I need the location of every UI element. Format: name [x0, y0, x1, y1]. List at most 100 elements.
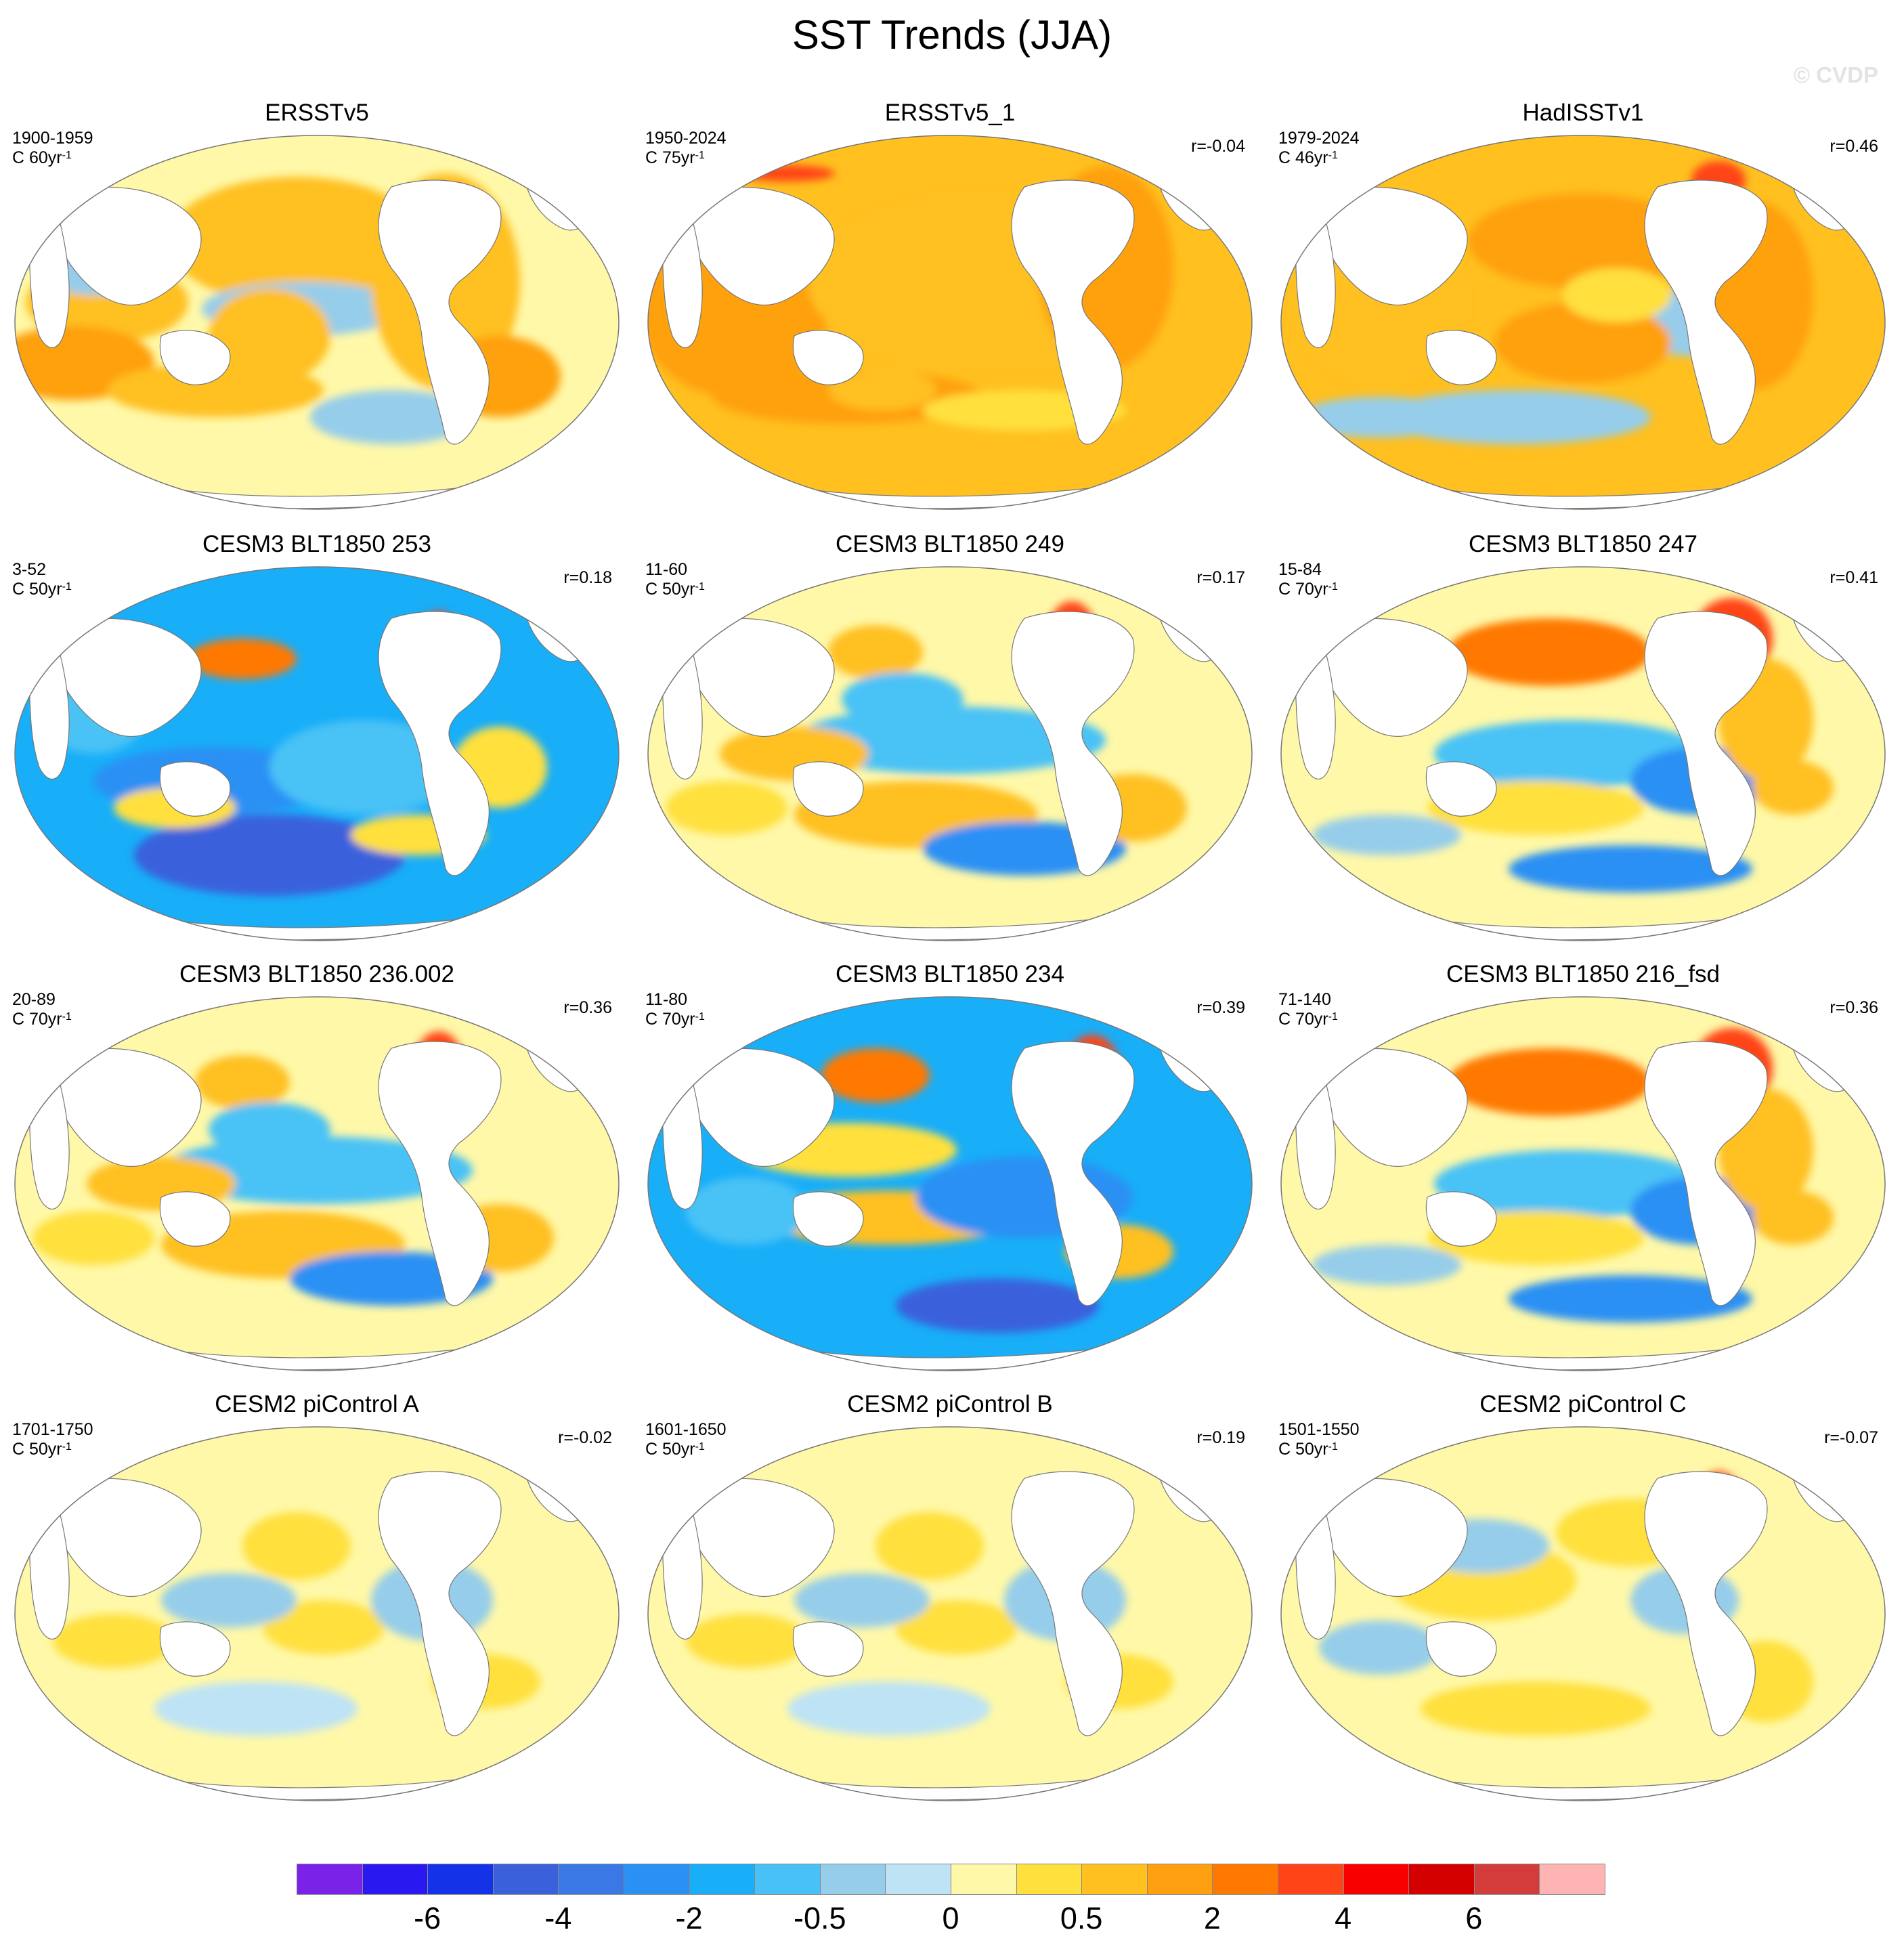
panel-period: 1950-2024 [645, 129, 727, 148]
land-mask [1011, 611, 1135, 876]
map-border [14, 1426, 620, 1801]
colorbar-tick-label: 4 [1335, 1901, 1352, 1935]
map-border [1280, 135, 1886, 510]
panel-title: CESM3 BLT1850 216_fsd [1446, 961, 1721, 987]
map-border [14, 566, 620, 941]
colorbar-box [885, 1864, 951, 1895]
panel-pattern-correlation: r=0.19 [1196, 1428, 1245, 1447]
trend-anomaly-region [53, 1614, 175, 1668]
land-mask [378, 1471, 502, 1736]
trend-anomaly-region [188, 639, 297, 679]
land-mask [792, 330, 864, 385]
panel-units: C 70yr-1 [1278, 1010, 1338, 1029]
trend-anomaly-region [195, 1055, 290, 1109]
land-mask [1425, 761, 1497, 817]
sst-trend-map [1280, 996, 1886, 1371]
colorbar-box [754, 1864, 821, 1895]
land-mask [1644, 179, 1768, 445]
panel-title: CESM2 piControl A [215, 1391, 419, 1417]
panel-units: C 70yr-1 [645, 1010, 705, 1029]
trend-anomaly-region [161, 1573, 297, 1627]
panel-title: HadISSTv1 [1522, 100, 1644, 126]
colorbar-box [1278, 1864, 1344, 1895]
trend-anomaly-region [1448, 618, 1651, 686]
panel-title: CESM3 BLT1850 247 [1469, 531, 1697, 557]
map-panel: CESM2 piControl B 1601-1650 C 50yr-1 r=0.19 [645, 1390, 1255, 1810]
land-mask [378, 179, 502, 445]
panel-period: 3-52 [12, 560, 47, 579]
map-panel: CESM3 BLT1850 234 11-80 C 70yr-1 r=0.39 [645, 960, 1255, 1380]
land-mask [159, 1621, 231, 1677]
panel-pattern-correlation: r=0.39 [1196, 998, 1245, 1017]
map-border [1280, 1426, 1886, 1801]
panel-units: C 50yr-1 [645, 1440, 705, 1459]
panel-title: CESM3 BLT1850 249 [836, 531, 1064, 557]
land-mask [1425, 330, 1497, 385]
trend-anomaly-region [896, 1600, 1018, 1654]
panel-units: C 50yr-1 [12, 1440, 72, 1459]
trend-anomaly-region [33, 1211, 154, 1265]
panel-period: 11-60 [645, 560, 688, 579]
trend-anomaly-region [1495, 302, 1671, 383]
trend-anomaly-region [310, 390, 473, 444]
land-mask [1011, 1041, 1135, 1306]
trend-anomaly-region [1752, 1191, 1834, 1245]
trend-anomaly-region [794, 706, 1106, 774]
trend-anomaly-region [1468, 194, 1698, 288]
colorbar-box [558, 1864, 624, 1895]
map-panel: CESM3 BLT1850 253 3-52 C 50yr-1 r=0.18 [12, 530, 622, 950]
colorbar-box [1146, 1864, 1213, 1895]
trend-anomaly-region [787, 1681, 991, 1736]
trend-anomaly-region [1299, 397, 1461, 437]
panel-title: ERSSTv5_1 [884, 100, 1016, 126]
land-mask [1644, 1471, 1768, 1736]
panel-pattern-correlation: r=-0.04 [1191, 137, 1245, 156]
colorbar-tick-label: -0.5 [794, 1901, 846, 1935]
colorbar-box [362, 1864, 429, 1895]
colorbar-box [1016, 1864, 1083, 1895]
land-mask [792, 1191, 864, 1247]
panel-pattern-correlation: r=0.46 [1830, 137, 1878, 156]
trend-anomaly-region [1563, 268, 1671, 322]
trend-anomaly-region [161, 1136, 473, 1204]
map-panel: HadISSTv1 1979-2024 C 46yr-1 r=0.46 [1278, 99, 1888, 519]
sst-trend-map [14, 566, 620, 941]
colorbar-box [1081, 1864, 1148, 1895]
panel-units: C 75yr-1 [645, 148, 705, 167]
trend-anomaly-region [134, 815, 405, 896]
panel-units: C 60yr-1 [12, 148, 72, 167]
colorbar-tick-label: 2 [1203, 1901, 1221, 1935]
trend-anomaly-region [1448, 1048, 1651, 1116]
panel-period: 11-80 [645, 990, 688, 1009]
land-mask [1011, 179, 1135, 445]
colorbar-box [1473, 1864, 1540, 1895]
trend-anomaly-region [1421, 1681, 1651, 1736]
sst-trend-map [14, 1426, 620, 1801]
land-mask [792, 761, 864, 817]
sst-trend-map [14, 135, 620, 510]
land-mask [159, 761, 231, 817]
colorbar-tick-label: 6 [1465, 1901, 1483, 1935]
panel-pattern-correlation: r=0.36 [1830, 998, 1878, 1017]
panel-title: CESM3 BLT1850 236.002 [179, 961, 454, 987]
colorbar-tick-label: -4 [544, 1901, 572, 1935]
trend-anomaly-region [686, 1614, 808, 1668]
colorbar-box [1408, 1864, 1475, 1895]
trend-anomaly-region [154, 1681, 358, 1736]
trend-anomaly-region [686, 1177, 808, 1245]
panel-period: 15-84 [1278, 560, 1322, 579]
land-mask [1644, 1041, 1768, 1306]
trend-anomaly-region [1380, 390, 1651, 444]
trend-anomaly-region [1509, 1275, 1752, 1323]
map-panel: CESM3 BLT1850 249 11-60 C 50yr-1 r=0.17 [645, 530, 1255, 950]
panel-title: CESM3 BLT1850 253 [202, 531, 431, 557]
panel-period: 1501-1550 [1278, 1420, 1360, 1439]
land-mask [159, 1191, 231, 1247]
sst-trend-map [14, 996, 620, 1371]
panel-units: C 70yr-1 [12, 1010, 72, 1029]
colorbar-box [951, 1864, 1017, 1895]
sst-trend-map [647, 1426, 1253, 1801]
map-panel: CESM3 BLT1850 247 15-84 C 70yr-1 r=0.41 [1278, 530, 1888, 950]
trend-anomaly-region [269, 720, 459, 815]
map-border [647, 1426, 1253, 1801]
